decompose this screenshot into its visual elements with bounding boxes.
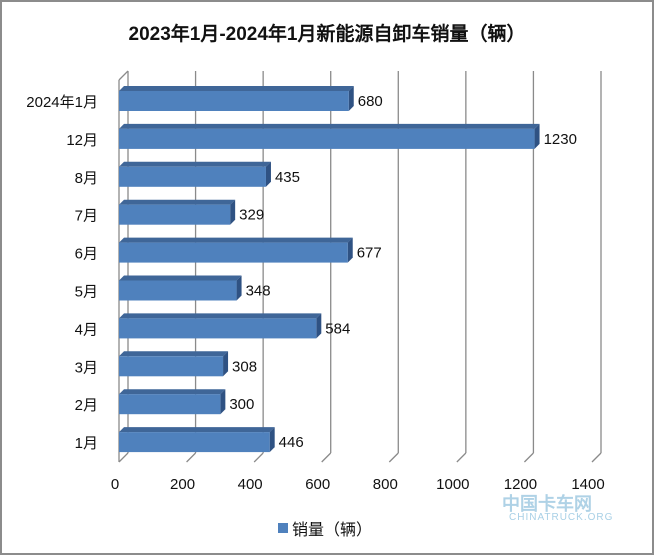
gridline-floor — [523, 452, 534, 463]
chart-title: 2023年1月-2024年1月新能源自卸车销量（辆） — [128, 24, 526, 45]
gridline-floor — [118, 452, 129, 463]
gridline-floor — [253, 452, 264, 463]
x-tick-label: 1200 — [504, 476, 537, 493]
bar-side — [316, 313, 322, 339]
data-label: 446 — [279, 434, 304, 451]
bar — [119, 91, 349, 111]
x-tick-label: 1400 — [571, 476, 604, 493]
category-label: 4月 — [75, 321, 98, 338]
gridline-floor — [388, 452, 399, 463]
gridline-floor — [186, 452, 197, 463]
legend: 销量（辆） — [278, 516, 372, 540]
data-label: 680 — [358, 93, 383, 110]
category-label: 7月 — [75, 208, 98, 225]
data-label: 677 — [357, 245, 382, 262]
category-label: 3月 — [75, 359, 98, 376]
bar-side — [269, 427, 275, 453]
data-label: 329 — [239, 207, 264, 224]
x-tick-label: 0 — [111, 476, 119, 493]
bar-top — [119, 313, 322, 319]
data-label: 435 — [275, 169, 300, 186]
gridline-floor — [456, 452, 467, 463]
data-label: 300 — [229, 396, 254, 413]
left-wall-top — [118, 70, 129, 81]
bar — [119, 204, 231, 225]
category-label: 1月 — [75, 435, 98, 452]
category-label: 12月 — [66, 132, 98, 149]
data-label: 584 — [325, 320, 350, 337]
bar — [119, 394, 221, 415]
bar — [119, 128, 535, 149]
bar-top — [119, 161, 271, 167]
legend-swatch — [278, 523, 288, 533]
bar — [119, 356, 224, 377]
x-tick-label: 800 — [373, 476, 398, 493]
watermark-logo: 中国卡车网 — [502, 494, 592, 514]
category-label: 6月 — [75, 246, 98, 263]
bar-top — [119, 351, 229, 357]
x-tick-label: 600 — [305, 476, 330, 493]
category-label: 2月 — [75, 397, 98, 414]
bar — [119, 432, 270, 453]
bar-top — [119, 427, 275, 433]
bar-top — [119, 123, 540, 129]
bar-side — [348, 86, 354, 111]
bar-side — [236, 275, 242, 301]
category-label: 8月 — [75, 170, 98, 187]
x-tick-label: 1000 — [436, 476, 469, 493]
bar-top — [119, 237, 353, 243]
bar-top — [119, 86, 354, 91]
data-label: 348 — [246, 283, 271, 300]
gridline-floor — [321, 452, 332, 463]
gridline-floor — [591, 452, 602, 463]
data-label: 308 — [232, 358, 257, 375]
bar-side — [265, 161, 271, 187]
bar — [119, 242, 348, 263]
legend-label: 销量（辆） — [292, 522, 373, 539]
data-label: 1230 — [544, 131, 577, 148]
bar — [119, 166, 266, 187]
bar — [119, 280, 237, 301]
bar-side — [223, 351, 229, 377]
bar-side — [347, 237, 353, 263]
bar-top — [119, 199, 236, 205]
x-tick-label: 400 — [238, 476, 263, 493]
bar-side — [230, 199, 236, 225]
bar-top — [119, 389, 226, 395]
x-tick-label: 200 — [170, 476, 195, 493]
bar — [119, 318, 317, 339]
category-label: 5月 — [75, 284, 98, 301]
category-label: 2024年1月 — [26, 94, 98, 111]
watermark-sub: CHINATRUCK.ORG — [509, 512, 614, 523]
bar-top — [119, 275, 242, 281]
bar-side — [534, 123, 540, 149]
bar-side — [220, 389, 226, 415]
